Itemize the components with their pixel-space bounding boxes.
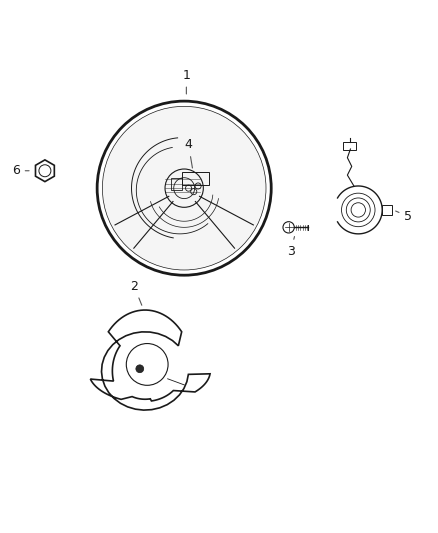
Bar	[382, 205, 392, 215]
Circle shape	[102, 107, 266, 270]
Text: 5: 5	[396, 210, 412, 223]
Bar	[343, 142, 356, 150]
Bar	[171, 178, 182, 190]
Text: 4: 4	[184, 138, 192, 168]
Circle shape	[136, 365, 144, 373]
Text: 1: 1	[182, 69, 190, 94]
Text: 2: 2	[130, 280, 142, 305]
Bar	[182, 172, 209, 184]
Text: 6: 6	[12, 164, 29, 177]
Text: 3: 3	[287, 237, 295, 258]
